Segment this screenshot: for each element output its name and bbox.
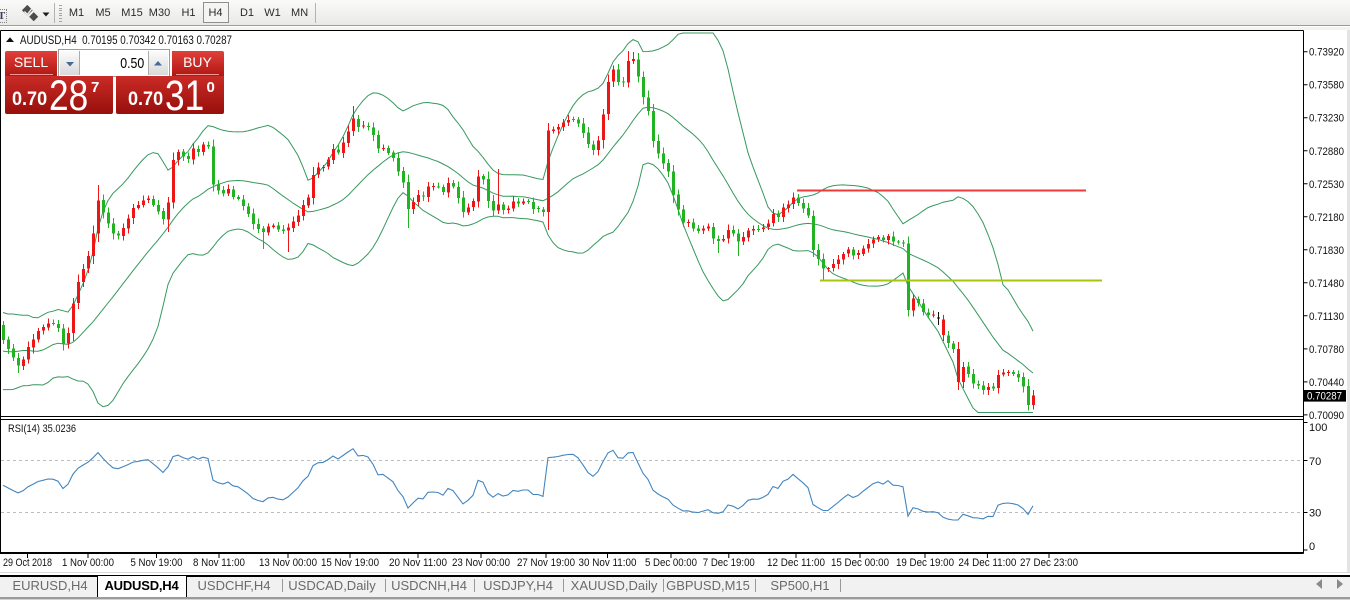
svg-text:0.70287: 0.70287 — [1307, 391, 1342, 403]
svg-text:13 Nov 00:00: 13 Nov 00:00 — [259, 557, 317, 569]
svg-text:12 Dec 11:00: 12 Dec 11:00 — [767, 557, 825, 569]
svg-text:0.71130: 0.71130 — [1309, 311, 1344, 323]
svg-text:0.70780: 0.70780 — [1309, 344, 1344, 356]
svg-text:100: 100 — [1309, 422, 1327, 434]
svg-text:20 Nov 11:00: 20 Nov 11:00 — [389, 557, 447, 569]
svg-text:0.70440: 0.70440 — [1309, 377, 1344, 389]
svg-text:7 Dec 19:00: 7 Dec 19:00 — [703, 557, 755, 569]
svg-text:0.73230: 0.73230 — [1309, 113, 1344, 125]
svg-text:AUDUSD,H4 0.70195 0.70342 0.7: AUDUSD,H4 0.70195 0.70342 0.70163 0.7028… — [20, 35, 232, 47]
svg-text:5 Dec 00:00: 5 Dec 00:00 — [645, 557, 697, 569]
svg-text:0.72180: 0.72180 — [1309, 212, 1344, 224]
svg-text:30 Nov 11:00: 30 Nov 11:00 — [579, 557, 637, 569]
svg-text:5 Nov 19:00: 5 Nov 19:00 — [131, 557, 183, 569]
svg-text:8 Nov 11:00: 8 Nov 11:00 — [193, 557, 245, 569]
svg-text:15 Nov 19:00: 15 Nov 19:00 — [321, 557, 379, 569]
svg-text:23 Nov 00:00: 23 Nov 00:00 — [452, 557, 510, 569]
svg-text:0.72530: 0.72530 — [1309, 179, 1344, 191]
svg-text:0.70090: 0.70090 — [1309, 410, 1344, 422]
svg-text:0.73920: 0.73920 — [1309, 47, 1344, 59]
svg-text:27 Dec 23:00: 27 Dec 23:00 — [1020, 557, 1078, 569]
svg-text:0.72880: 0.72880 — [1309, 146, 1344, 158]
svg-text:29 Oct 2018: 29 Oct 2018 — [3, 557, 52, 569]
svg-text:0.71480: 0.71480 — [1309, 278, 1344, 290]
svg-text:27 Nov 19:00: 27 Nov 19:00 — [517, 557, 575, 569]
svg-text:24 Dec 11:00: 24 Dec 11:00 — [958, 557, 1016, 569]
svg-text:1 Nov 00:00: 1 Nov 00:00 — [62, 557, 114, 569]
svg-text:19 Dec 19:00: 19 Dec 19:00 — [896, 557, 954, 569]
svg-text:RSI(14) 35.0236: RSI(14) 35.0236 — [8, 423, 76, 435]
svg-text:70: 70 — [1309, 456, 1321, 468]
svg-text:0.73580: 0.73580 — [1309, 80, 1344, 92]
svg-text:0: 0 — [1309, 541, 1315, 553]
svg-text:30: 30 — [1309, 507, 1321, 519]
svg-text:0.71830: 0.71830 — [1309, 245, 1344, 257]
svg-text:15 Dec 00:00: 15 Dec 00:00 — [831, 557, 889, 569]
